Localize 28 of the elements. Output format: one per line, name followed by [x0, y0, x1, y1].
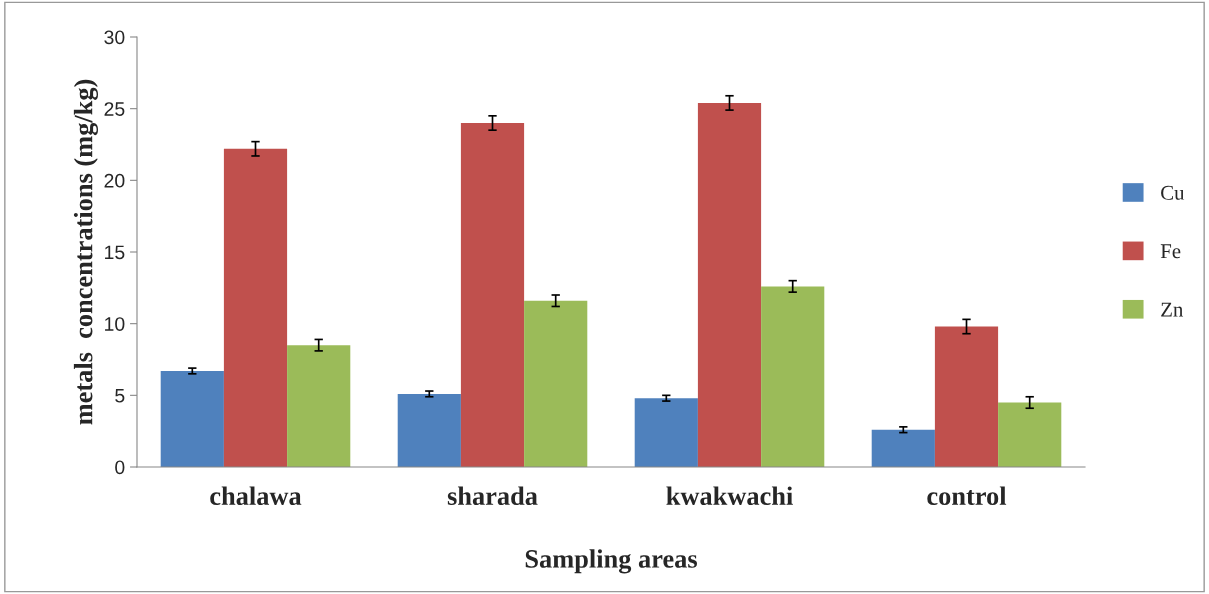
bar: [871, 429, 935, 467]
x-tick-label: control: [927, 486, 1007, 506]
bar: [934, 326, 999, 467]
bar: [223, 148, 288, 467]
y-tick-label: 20: [104, 173, 125, 188]
y-tick-label: 10: [105, 317, 125, 331]
y-tick-label: 25: [104, 102, 125, 116]
bar: [634, 398, 698, 467]
bar: [397, 393, 461, 467]
x-axis-title: Sampling areas: [525, 549, 697, 574]
y-tick-label: 15: [105, 245, 125, 260]
legend-label: Fe: [1160, 244, 1181, 259]
x-tick-label: sharada: [447, 486, 538, 506]
bar: [287, 345, 351, 467]
bar: [998, 402, 1062, 467]
x-tick-label: chalawa: [210, 486, 302, 506]
bar: [697, 102, 762, 467]
legend-label: Cu: [1161, 185, 1185, 200]
legend-label: Zn: [1161, 302, 1184, 317]
bar: [460, 123, 525, 467]
bar: [524, 300, 588, 467]
x-tick-label: kwakwachi: [666, 486, 793, 506]
y-axis-title: metals concentrations (mg/kg): [73, 79, 99, 425]
bar: [761, 286, 825, 467]
y-tick-label: 0: [115, 460, 125, 475]
y-tick-label: 5: [115, 389, 125, 403]
y-tick-label: 30: [104, 30, 125, 45]
bar: [160, 370, 224, 467]
